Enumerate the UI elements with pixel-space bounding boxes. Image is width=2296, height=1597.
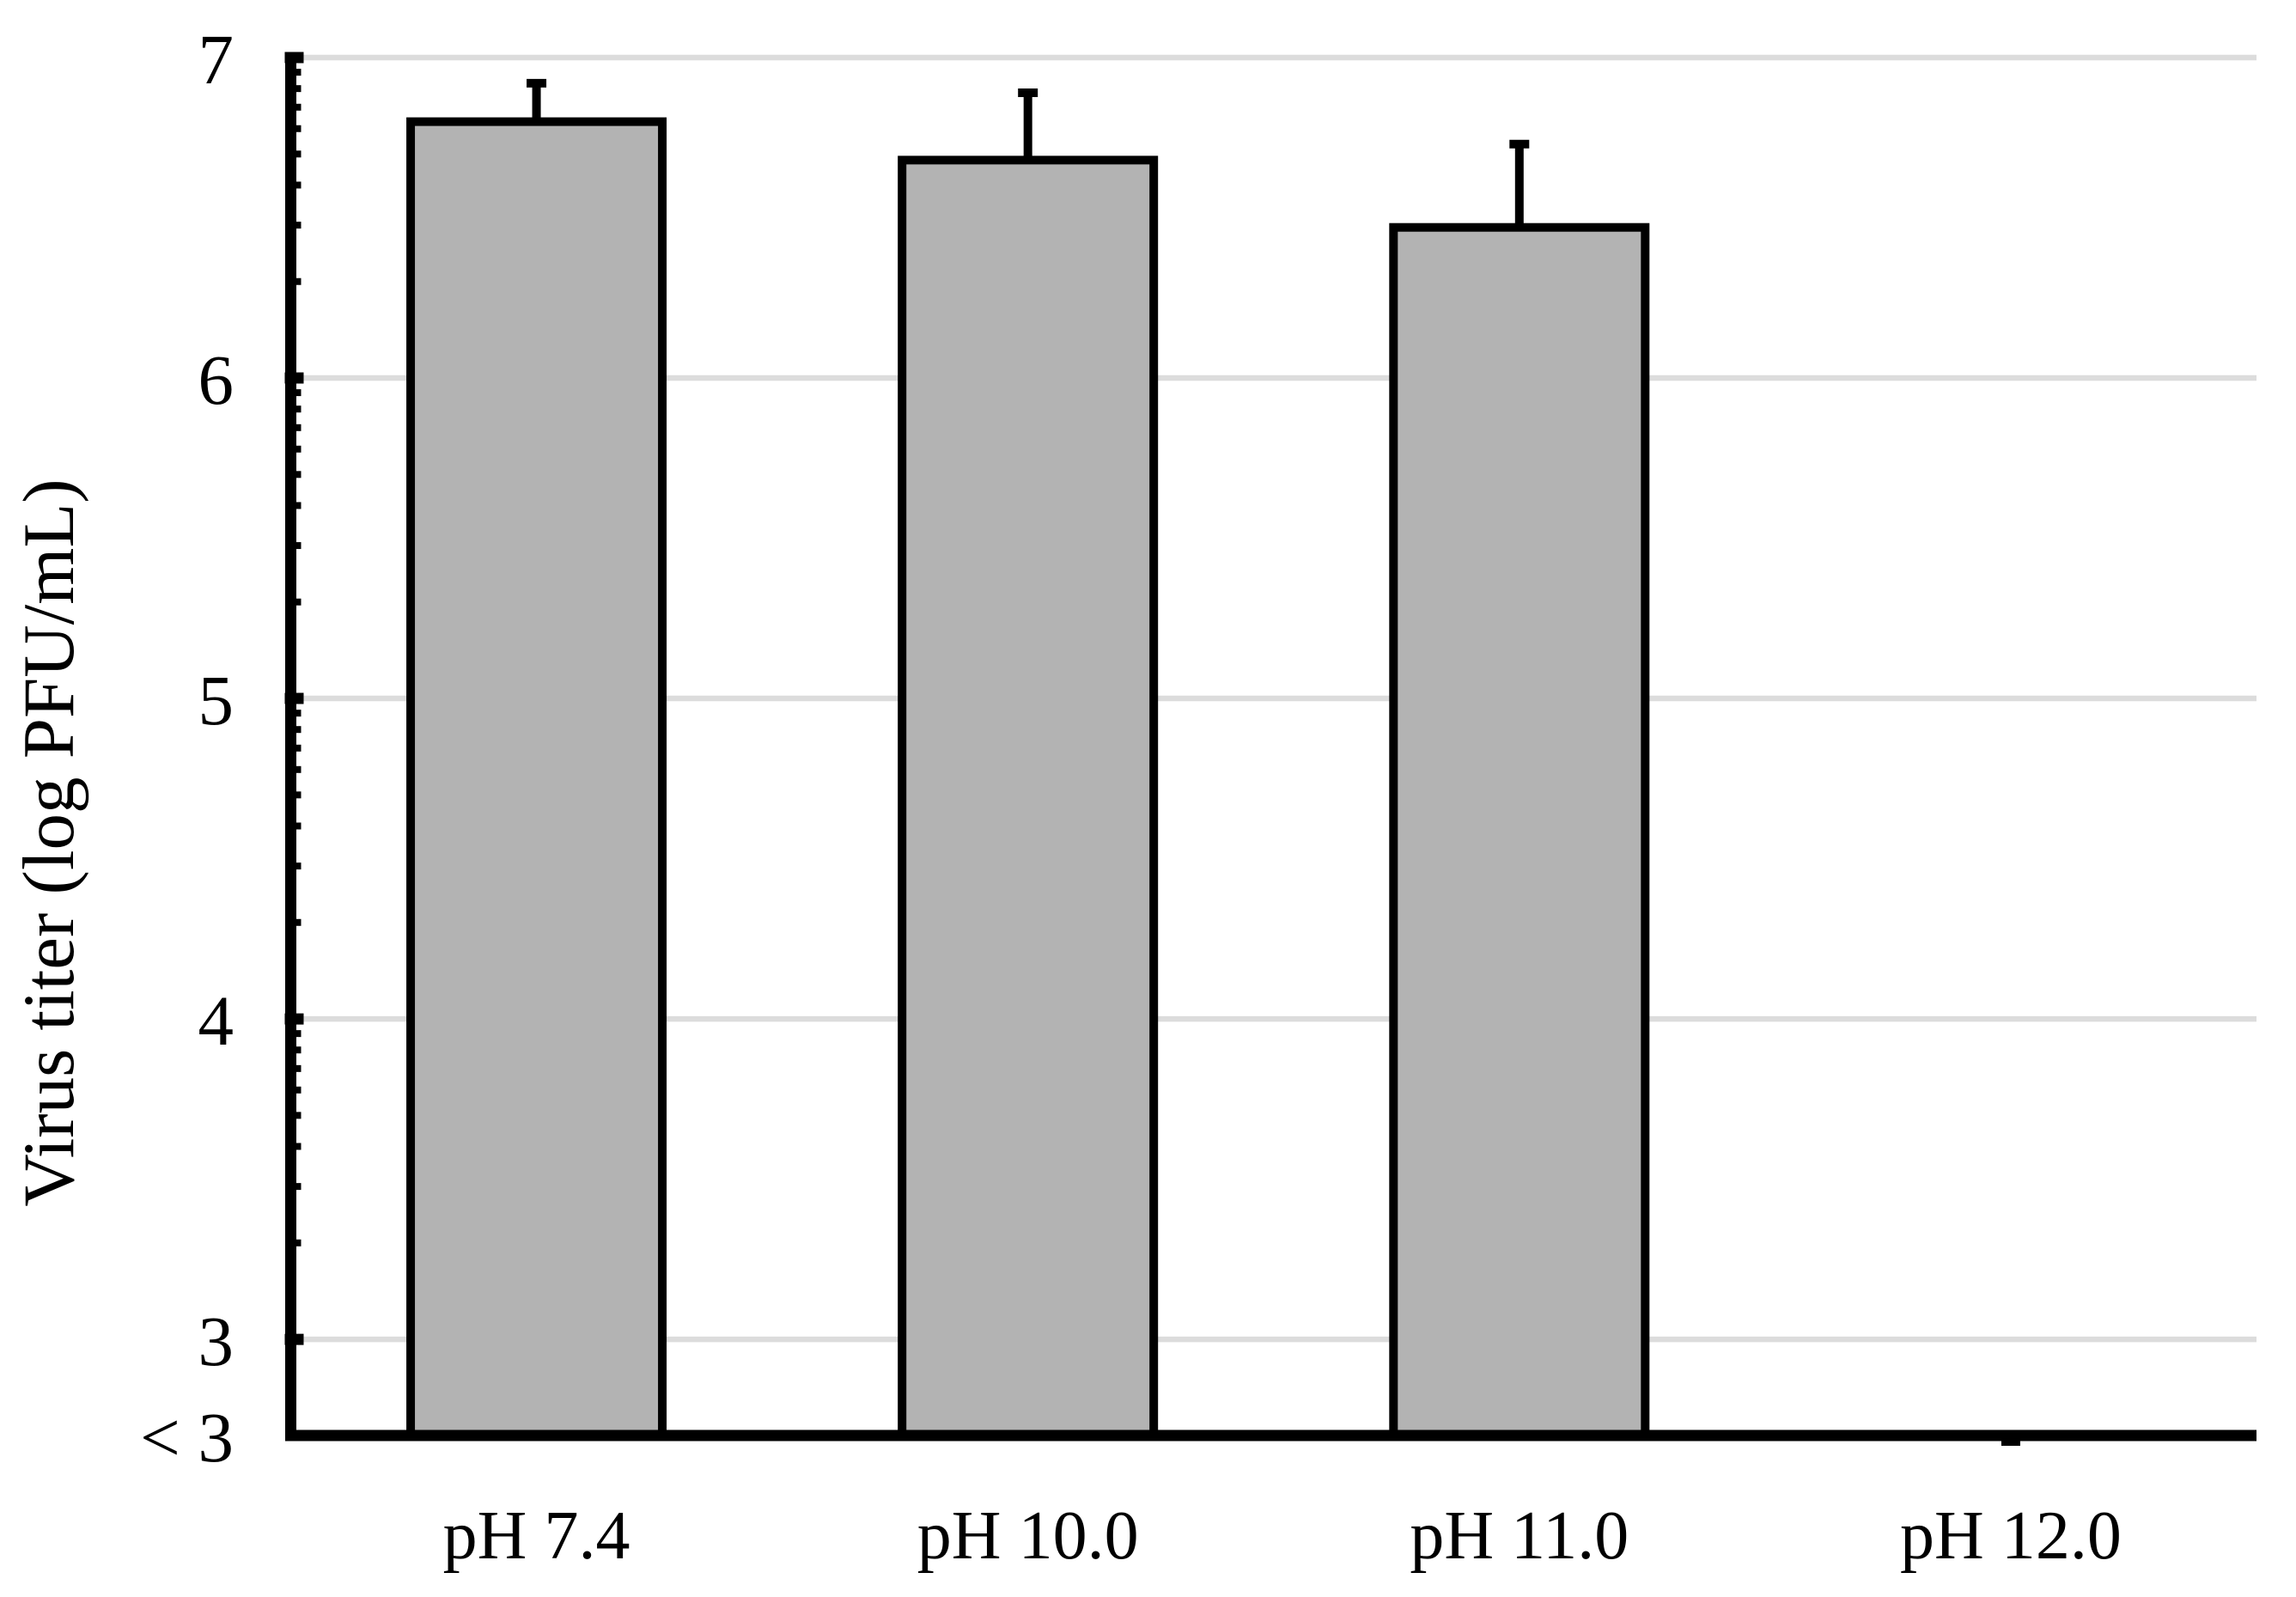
y-tick-label: 6 [198, 340, 234, 419]
x-category-label: pH 12.0 [1900, 1498, 2122, 1574]
x-category-label: pH 10.0 [917, 1498, 1139, 1574]
x-category-labels: pH 7.4 pH 10.0 pH 11.0 pH 12.0 [443, 1498, 2122, 1574]
y-tick-label: 3 [198, 1301, 234, 1381]
y-tick-labels: 3 4 5 6 7 < 3 [140, 20, 234, 1477]
bar [406, 117, 667, 1441]
x-category-label: pH 7.4 [443, 1498, 630, 1574]
y-tick-label: 4 [198, 981, 234, 1060]
y-baseline-label: < 3 [140, 1398, 234, 1477]
y-tick-label: 5 [198, 661, 234, 740]
x-category-label: pH 11.0 [1410, 1498, 1629, 1574]
y-axis-title: Virus titer (log PFU/mL) [9, 478, 89, 1206]
y-tick-label: 7 [198, 20, 234, 99]
bars [406, 78, 2141, 1446]
y-axis-title-text: Virus titer (log PFU/mL) [9, 478, 89, 1206]
error-bar-notch [2001, 1439, 2020, 1446]
y-axis-ticks [284, 52, 304, 1345]
bar [898, 155, 1159, 1441]
bar [1389, 222, 1650, 1441]
